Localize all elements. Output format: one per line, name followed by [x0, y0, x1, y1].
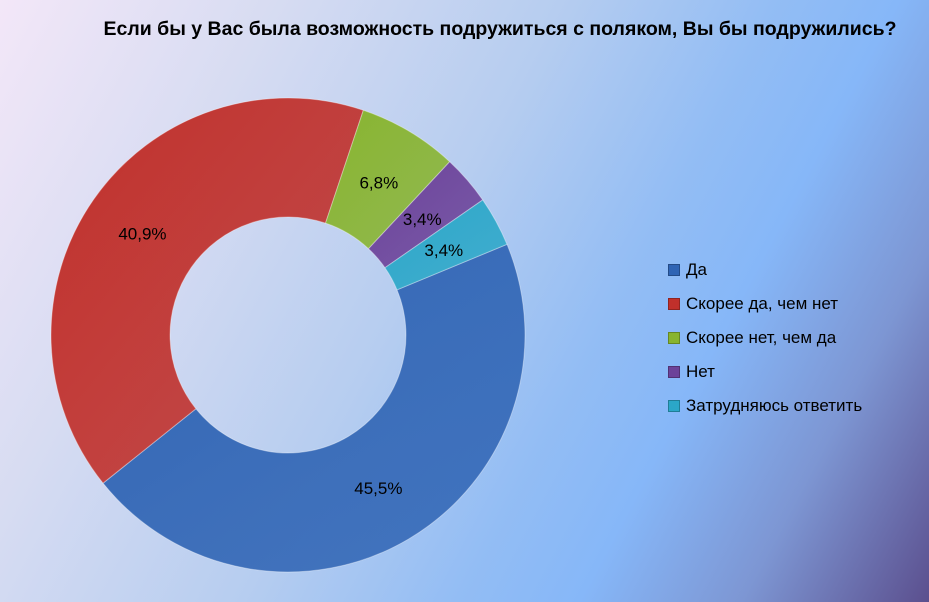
legend-swatch-rather-no	[668, 332, 680, 344]
label-unsure: 3,4%	[424, 241, 463, 260]
slice-no	[367, 161, 484, 269]
label-no: 3,4%	[403, 210, 442, 229]
legend-swatch-rather-yes	[668, 298, 680, 310]
label-yes: 45,5%	[354, 479, 402, 498]
label-rather-no: 6,8%	[359, 174, 398, 193]
chart-title: Если бы у Вас была возможность подружить…	[103, 18, 897, 40]
legend-item-yes: Да	[668, 253, 862, 287]
legend-swatch-yes	[668, 264, 680, 276]
slice-yes	[102, 243, 526, 573]
slice-rather-yes	[50, 97, 364, 484]
legend-label-unsure: Затрудняюсь ответить	[686, 396, 863, 415]
legend-item-no: Нет	[668, 355, 862, 389]
legend-label-rather-no: Скорее нет, чем да	[686, 328, 837, 347]
legend-item-unsure: Затрудняюсь ответить	[668, 389, 862, 423]
chart-legend: Да Скорее да, чем нет Скорее нет, чем да…	[668, 253, 862, 423]
legend-label-rather-yes: Скорее да, чем нет	[686, 294, 839, 313]
legend-item-rather-yes: Скорее да, чем нет	[668, 287, 862, 321]
label-rather-yes: 40,9%	[118, 224, 166, 243]
legend-item-rather-no: Скорее нет, чем да	[668, 321, 862, 355]
legend-label-no: Нет	[686, 362, 715, 381]
slice-unsure	[384, 199, 508, 291]
legend-swatch-unsure	[668, 400, 680, 412]
legend-swatch-no	[668, 366, 680, 378]
legend-label-yes: Да	[686, 260, 707, 279]
